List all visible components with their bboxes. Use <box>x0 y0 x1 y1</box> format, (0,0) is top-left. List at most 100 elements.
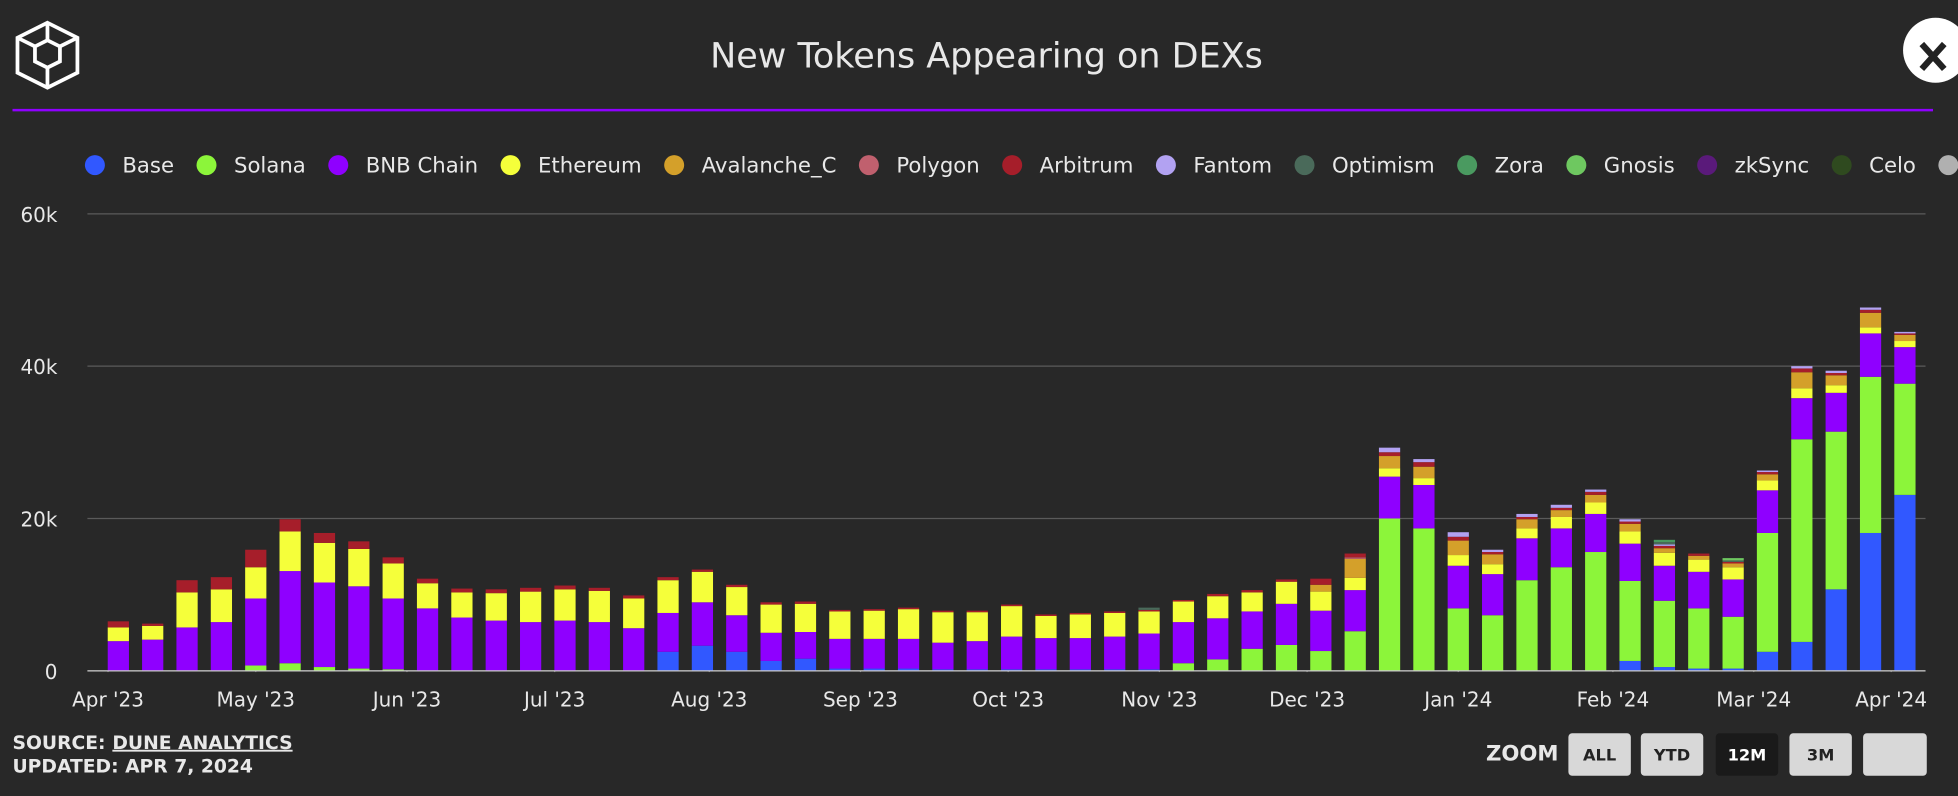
bar-segment <box>176 627 198 671</box>
bar-segment <box>1653 548 1676 553</box>
legend-item[interactable]: Polygon <box>858 153 980 178</box>
bar-segment <box>897 638 920 669</box>
zoom-button[interactable]: 12M <box>1715 733 1779 776</box>
bar-segment <box>1619 519 1641 522</box>
legend-item[interactable]: Solana <box>196 153 306 178</box>
bar-segment <box>1241 590 1263 593</box>
bar-segment <box>1688 571 1710 609</box>
legend-item[interactable]: Fantom <box>1155 153 1272 178</box>
bar-segment <box>932 642 954 670</box>
bar-segment <box>760 602 782 605</box>
bar-segment <box>760 660 782 671</box>
legend-item[interactable]: Arbitrum <box>1002 153 1133 178</box>
zoom-button[interactable]: ALL <box>1568 733 1631 776</box>
bar-segment <box>1207 593 1229 597</box>
bar-segment <box>1035 614 1057 617</box>
bar-segment <box>210 622 233 671</box>
bar-segment <box>348 541 370 549</box>
bar-segment <box>1688 668 1710 671</box>
bar-segment <box>1722 668 1744 671</box>
source-link[interactable]: DUNE ANALYTICS <box>112 733 292 754</box>
bar-segment <box>554 585 576 590</box>
bar-segment <box>1378 476 1401 519</box>
legend-item[interactable]: Ethereum <box>500 153 642 178</box>
bar-segment <box>1894 383 1916 495</box>
bar-segment <box>588 590 610 623</box>
bar-segment <box>1035 616 1057 639</box>
bar-segment <box>1722 560 1744 562</box>
bar-segment <box>1069 612 1091 615</box>
bar-segment <box>520 591 542 623</box>
legend-item[interactable]: Base <box>84 153 174 178</box>
x-tick-label: Jul '23 <box>522 687 585 711</box>
chart-title: New Tokens Appearing on DEXs <box>710 37 1263 77</box>
bar-segment <box>1688 608 1710 669</box>
legend-item[interactable]: Avalanche_C <box>664 153 836 178</box>
bar-segment <box>554 620 576 671</box>
bar-segment <box>1378 456 1401 469</box>
bar-segment <box>1275 579 1298 582</box>
x-tick-label: Jan '24 <box>1422 687 1492 711</box>
legend-swatch <box>1457 155 1478 176</box>
bar-segment <box>1653 544 1676 546</box>
bar-segment <box>1791 368 1813 373</box>
legend-item[interactable]: zkSync <box>1697 153 1809 178</box>
bar-segment <box>1413 459 1435 463</box>
bar-segment <box>1516 513 1538 517</box>
bar-segment <box>1447 608 1469 671</box>
bar-segment <box>1482 564 1504 575</box>
bar-segment <box>966 641 988 670</box>
bar-segment <box>1756 470 1779 473</box>
bar-segment <box>1859 376 1882 533</box>
bar-segment <box>897 668 920 671</box>
bar-segment <box>1653 545 1676 549</box>
bar-segment <box>1035 669 1057 671</box>
legend-swatch <box>84 155 105 176</box>
bar-segment <box>1482 574 1504 616</box>
bar-segment <box>863 638 885 669</box>
zoom-button[interactable]: YTD <box>1640 733 1704 776</box>
bar-segment <box>932 612 954 643</box>
bar-segment <box>1344 558 1366 578</box>
bar-segment <box>1722 567 1744 580</box>
bar-segment <box>932 669 954 671</box>
bar-segment <box>1310 651 1332 671</box>
bar-segment <box>1653 539 1676 543</box>
bar-segment <box>1241 611 1263 649</box>
bar-segment <box>897 609 920 639</box>
x-tick-label: Apr '24 <box>1855 687 1927 711</box>
legend-item[interactable]: Gnosis <box>1566 153 1675 178</box>
bar-segment <box>1894 331 1916 334</box>
zoom-button[interactable]: 3M <box>1789 733 1852 776</box>
bar-segment <box>1619 580 1641 661</box>
legend-item[interactable]: Celo <box>1831 153 1916 178</box>
bar-segment <box>1069 669 1091 671</box>
bar-segment <box>1791 372 1813 389</box>
bar-segment <box>245 665 267 671</box>
bar-segment <box>382 563 404 599</box>
zoom-button-label: 12M <box>1728 745 1767 764</box>
close-button[interactable] <box>1903 17 1958 83</box>
bar-segment <box>1344 553 1366 558</box>
bar-segment <box>1482 549 1504 553</box>
bar-segment <box>520 587 542 592</box>
legend-item[interactable]: Optimism <box>1294 153 1435 178</box>
bar-segment <box>1482 552 1504 555</box>
legend-label: Gnosis <box>1604 153 1675 178</box>
x-tick-label: Nov '23 <box>1121 687 1197 711</box>
legend-swatch <box>1697 155 1718 176</box>
legend-item[interactable]: Scroll <box>1938 153 1958 178</box>
bar-segment <box>1447 532 1469 537</box>
bar-segment <box>1894 494 1916 671</box>
legend-swatch <box>196 155 217 176</box>
bar-segment <box>1275 603 1298 645</box>
bar-segment <box>451 592 473 618</box>
legend-swatch <box>1155 155 1176 176</box>
legend-item[interactable]: Zora <box>1457 153 1544 178</box>
bar-segment <box>1516 516 1538 520</box>
y-tick-label: 20k <box>20 507 57 531</box>
legend-label: Avalanche_C <box>702 153 837 178</box>
legend-item[interactable]: BNB Chain <box>328 153 478 178</box>
zoom-button-blank[interactable] <box>1863 733 1927 776</box>
x-tick-label: Apr '23 <box>72 687 144 711</box>
